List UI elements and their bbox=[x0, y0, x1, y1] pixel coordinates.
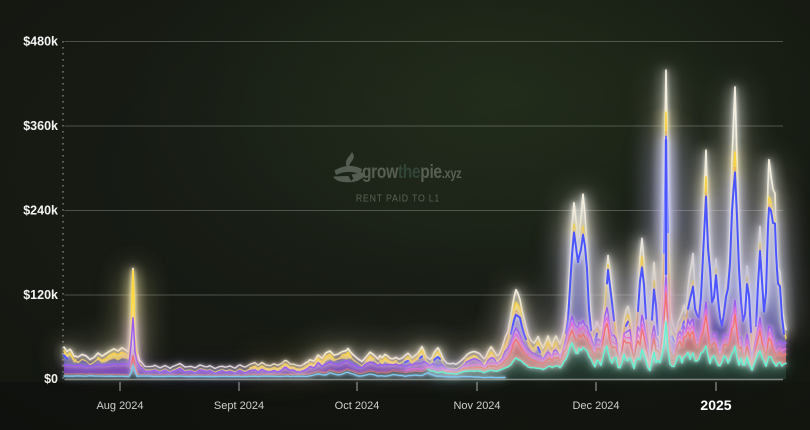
svg-text:Dec 2024: Dec 2024 bbox=[572, 400, 619, 412]
svg-text:$480k: $480k bbox=[23, 35, 58, 49]
svg-text:Sept 2024: Sept 2024 bbox=[214, 400, 264, 412]
svg-text:$120k: $120k bbox=[23, 288, 58, 302]
svg-text:$360k: $360k bbox=[23, 119, 58, 133]
svg-text:$240k: $240k bbox=[23, 204, 58, 218]
svg-text:Aug 2024: Aug 2024 bbox=[96, 400, 143, 412]
svg-text:growthepie.xyz: growthepie.xyz bbox=[362, 161, 462, 183]
svg-text:2025: 2025 bbox=[700, 397, 731, 413]
svg-text:Oct 2024: Oct 2024 bbox=[335, 400, 380, 412]
svg-text:$0: $0 bbox=[44, 372, 58, 386]
svg-text:RENT PAID TO L1: RENT PAID TO L1 bbox=[356, 193, 440, 205]
svg-text:Nov 2024: Nov 2024 bbox=[453, 400, 500, 412]
